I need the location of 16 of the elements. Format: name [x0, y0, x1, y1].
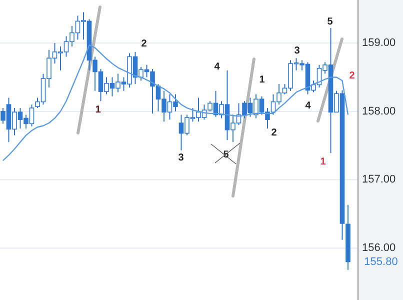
y-tick-label: 156.00 [362, 242, 396, 254]
annotation: 1 [259, 74, 266, 86]
annotation: 3 [178, 152, 184, 164]
annotation: 2 [349, 70, 356, 82]
annotation: 2 [271, 128, 278, 139]
annotation: 3 [294, 46, 300, 57]
text: 155.80 [364, 256, 398, 268]
annotation: 1 [320, 156, 326, 168]
y-tick-label: 158.00 [362, 105, 396, 118]
annotation: 2 [141, 38, 148, 50]
annotation: 4 [214, 62, 220, 73]
annotation: 1 [95, 104, 102, 116]
y-tick-label: 157.00 [362, 174, 396, 186]
y-tick-label: 159.00 [362, 36, 396, 49]
annotation: 4 [305, 100, 312, 112]
annotation: 5 [327, 16, 334, 28]
